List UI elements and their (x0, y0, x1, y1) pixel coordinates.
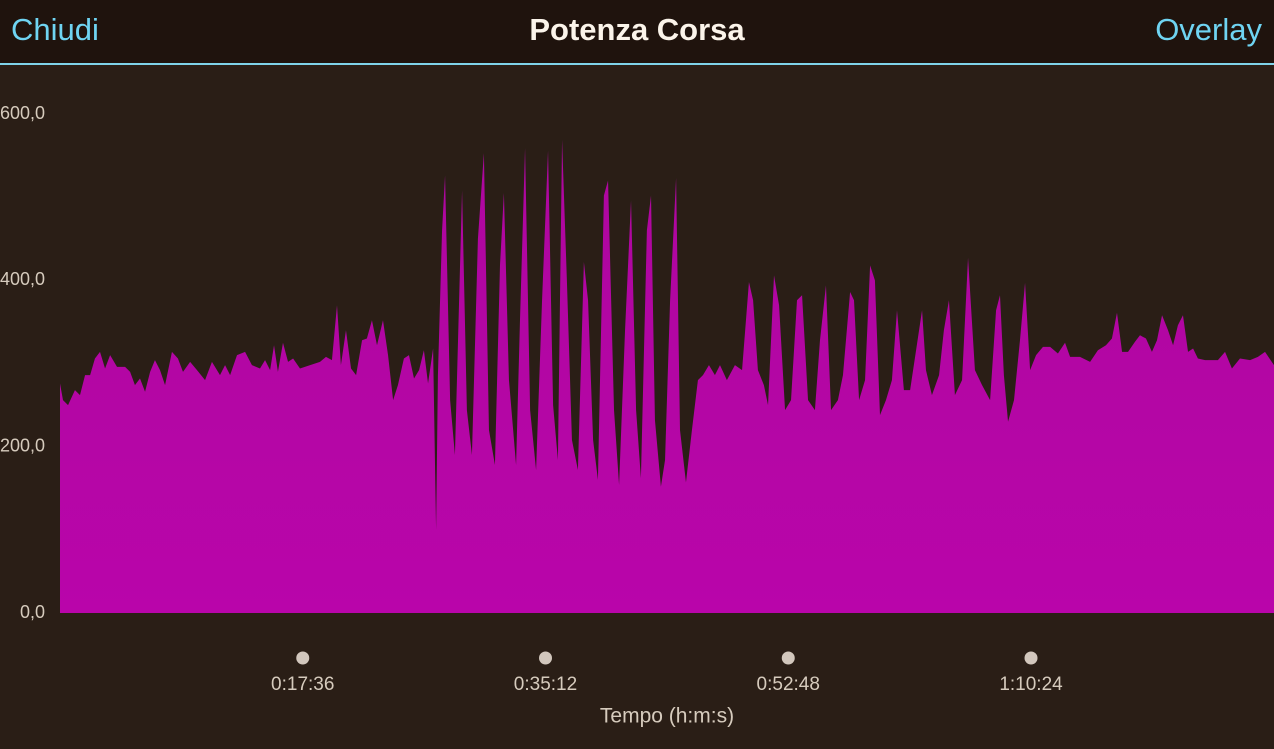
x-tick-label: 0:52:48 (757, 674, 820, 695)
x-tick-dot (781, 651, 795, 665)
x-tick-dot (1024, 651, 1038, 665)
close-button[interactable]: Chiudi (11, 12, 99, 47)
screen-title: Potenza Corsa (529, 12, 745, 47)
overlay-button[interactable]: Overlay (1155, 12, 1262, 47)
y-tick-label: 200,0 (0, 435, 45, 455)
x-tick-dot (539, 651, 553, 665)
x-tick-label: 0:17:36 (271, 674, 334, 695)
nav-bar: Chiudi Potenza Corsa Overlay (0, 0, 1274, 65)
x-tick-label: 0:35:12 (514, 674, 577, 695)
x-tick-label: 1:10:24 (999, 674, 1063, 695)
y-tick-label: 400,0 (0, 269, 45, 289)
x-axis-title: Tempo (h:m:s) (600, 705, 734, 728)
chart: Tempo (h:m:s) 0,0 200,0 400,0 600,0 0:17:36 0… (0, 103, 1274, 728)
x-tick-dot (296, 651, 310, 665)
y-tick-label: 0,0 (20, 602, 45, 622)
y-tick-label: 600,0 (0, 103, 45, 123)
power-area (60, 139, 1274, 613)
